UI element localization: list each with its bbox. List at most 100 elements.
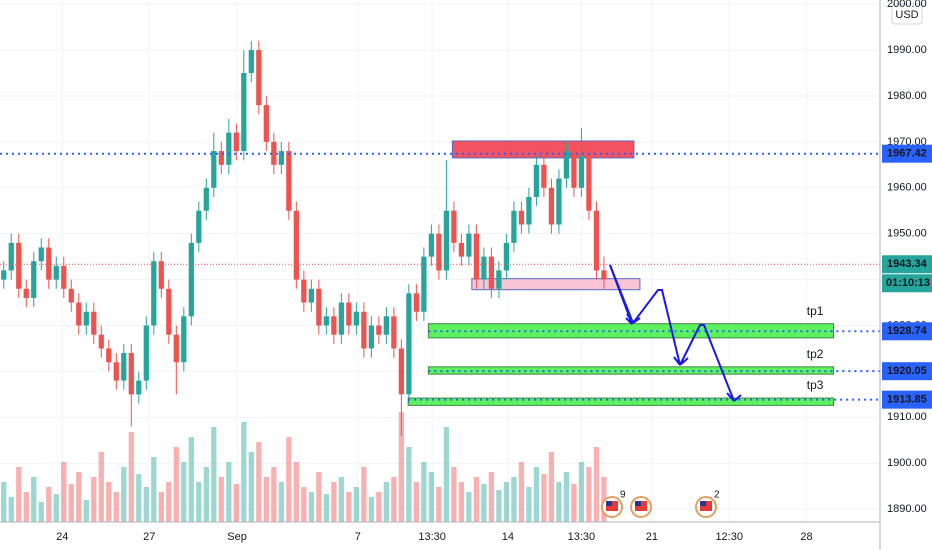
zone-label: tp1 xyxy=(807,304,824,318)
volume-bar xyxy=(601,477,607,522)
candle-body xyxy=(31,261,37,298)
volume-bar xyxy=(143,487,149,522)
volume-bar xyxy=(113,492,119,522)
volume-bar xyxy=(428,472,434,522)
zone xyxy=(451,140,635,159)
volume-bar xyxy=(586,467,592,522)
volume-bar xyxy=(308,492,314,522)
candle-body xyxy=(368,325,374,349)
volume-bar xyxy=(443,427,450,522)
candle-body xyxy=(511,210,517,243)
x-tick-label: 21 xyxy=(646,531,658,543)
level-label: 1913.85 xyxy=(887,394,927,406)
x-tick-label: 7 xyxy=(355,531,361,543)
volume-bar xyxy=(466,492,472,522)
candle-body xyxy=(211,151,217,188)
y-tick-label: 2000.00 xyxy=(887,0,927,10)
candle-body xyxy=(8,242,14,271)
volume-bar xyxy=(128,432,134,522)
volume-bar xyxy=(136,474,142,522)
volume-bar xyxy=(383,482,389,522)
volume-bar xyxy=(158,492,164,522)
candle-body xyxy=(593,210,600,271)
volume-bar xyxy=(151,457,157,522)
candle-body xyxy=(68,288,74,303)
volume-bar xyxy=(271,467,277,522)
x-tick-label: 24 xyxy=(56,531,68,543)
candle-body xyxy=(383,316,389,335)
candle-body xyxy=(548,187,555,225)
volume-bar xyxy=(196,482,202,522)
volume-bar xyxy=(218,477,224,522)
volume-bar xyxy=(511,477,517,522)
volume-bar xyxy=(241,422,247,522)
x-tick-label: 13:30 xyxy=(418,531,446,543)
volume-bar xyxy=(368,497,374,522)
volume-bar xyxy=(181,462,187,522)
volume-bar xyxy=(278,482,284,522)
candle-body xyxy=(398,348,404,395)
candle-body xyxy=(308,288,314,303)
candle-body xyxy=(481,256,487,280)
candle-body xyxy=(301,279,307,303)
zone xyxy=(407,397,834,406)
level-tag xyxy=(882,362,932,381)
volume-bar xyxy=(53,494,59,522)
candle-body xyxy=(286,151,292,211)
volume-bar xyxy=(256,442,262,522)
y-tick-label: 1900.00 xyxy=(887,457,927,469)
candle-body xyxy=(578,155,585,188)
candle-body xyxy=(338,302,344,335)
event-badge: 2 xyxy=(714,490,720,501)
zone-label: tp3 xyxy=(807,378,824,392)
volume-bar xyxy=(316,472,322,522)
candle-body xyxy=(1,270,7,280)
candle-body xyxy=(473,233,480,280)
event-flag-canton xyxy=(635,501,641,506)
volume-bar xyxy=(563,472,570,522)
currency-box[interactable] xyxy=(891,3,923,25)
countdown-label: 01:10:13 xyxy=(886,277,930,289)
candle-body xyxy=(278,151,284,165)
volume-bar xyxy=(76,472,82,522)
candle-body xyxy=(203,187,209,211)
volume-bar xyxy=(353,487,359,522)
volume-bar xyxy=(593,447,600,522)
candle-body xyxy=(263,105,269,142)
candle-body xyxy=(503,242,510,271)
last-price-tag xyxy=(882,255,932,274)
volume-bar xyxy=(488,472,495,522)
volume-bar xyxy=(578,462,585,522)
volume-bar xyxy=(188,437,194,522)
volume-bar xyxy=(38,502,44,522)
volume-bar xyxy=(121,467,127,522)
volume-bar xyxy=(473,477,480,522)
volume-bar xyxy=(8,497,14,522)
candle-body xyxy=(376,325,382,335)
volume-bar xyxy=(301,487,307,522)
candle-body xyxy=(98,334,104,349)
candle-body xyxy=(256,50,262,106)
candle-body xyxy=(353,311,359,326)
volume-bar xyxy=(436,487,442,522)
candle-body xyxy=(346,302,352,326)
volume-bar xyxy=(91,477,97,522)
volume-bar xyxy=(503,482,510,522)
volume-bar xyxy=(481,484,487,522)
candle-body xyxy=(128,353,134,395)
candle-body xyxy=(188,242,194,317)
candle-body xyxy=(331,316,337,335)
candle-body xyxy=(248,50,254,73)
x-tick-label: Sep xyxy=(227,531,247,543)
candle-body xyxy=(586,155,592,211)
candle-body xyxy=(181,316,187,363)
volume-bar xyxy=(31,477,37,522)
volume-bar xyxy=(458,482,465,522)
candle-body xyxy=(323,316,329,326)
volume-bar xyxy=(361,467,367,522)
volume-bar xyxy=(83,500,89,522)
volume-bar xyxy=(106,482,112,522)
candle-body xyxy=(61,265,67,289)
volume-bar xyxy=(16,467,22,522)
